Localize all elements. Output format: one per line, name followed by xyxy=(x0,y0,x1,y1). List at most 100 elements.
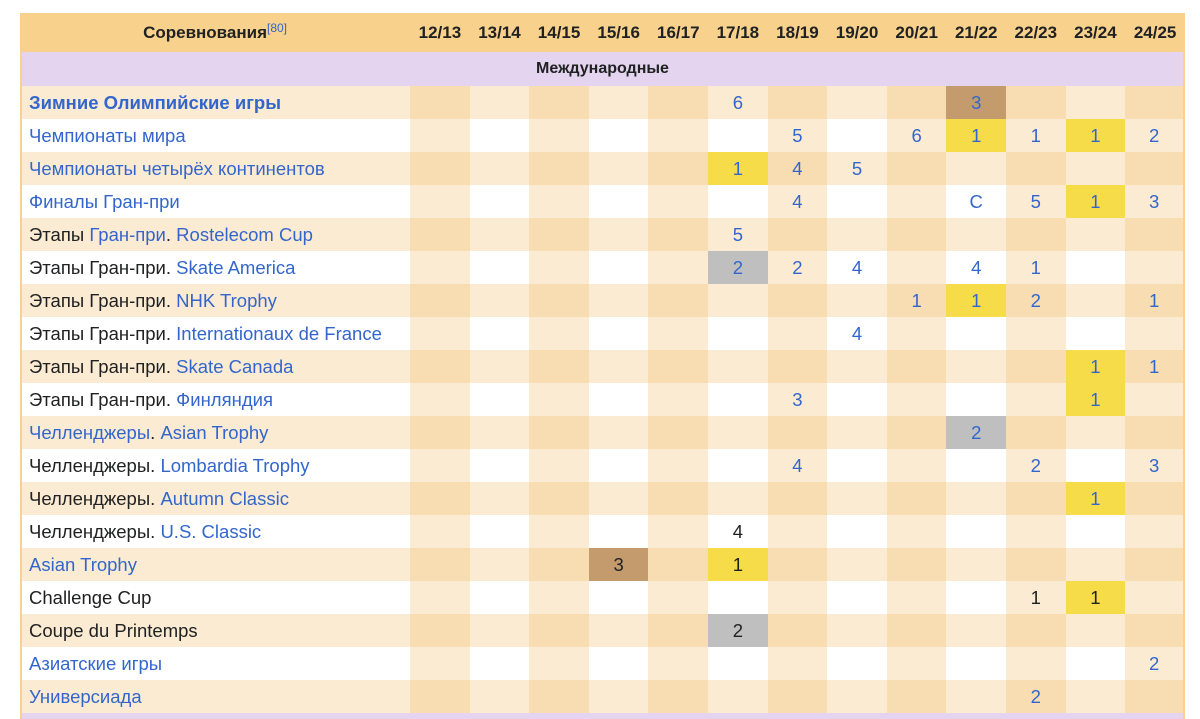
placement-link[interactable]: 3 xyxy=(1148,190,1160,212)
competition-link[interactable]: Skate Canada xyxy=(176,355,294,377)
placement-link[interactable]: 4 xyxy=(792,190,803,212)
placement-link[interactable]: 2 xyxy=(1148,652,1160,674)
competition-link[interactable]: Универсиада xyxy=(29,685,142,707)
result-cell-gold: 1 xyxy=(1065,482,1126,515)
competition-link[interactable]: Internationaux de France xyxy=(176,322,382,344)
empty-result-cell xyxy=(1065,680,1126,713)
empty-result-cell xyxy=(827,86,887,119)
placement-link[interactable]: 1 xyxy=(1030,124,1041,146)
placement-link[interactable]: 6 xyxy=(911,124,922,146)
empty-result-cell xyxy=(410,383,470,416)
competition-link[interactable]: Азиатские игры xyxy=(29,652,163,674)
competition-link[interactable]: Зимние Олимпийские игры xyxy=(29,91,282,113)
result-cell: 4 xyxy=(708,515,768,548)
result-cell: 2 xyxy=(1006,284,1066,317)
empty-result-cell xyxy=(588,152,649,185)
competition-name: Челленджеры. Lombardia Trophy xyxy=(20,449,411,482)
empty-result-cell xyxy=(469,119,530,152)
empty-result-cell xyxy=(827,119,887,152)
empty-result-cell xyxy=(827,482,887,515)
placement-link[interactable]: 4 xyxy=(851,322,863,344)
empty-result-cell xyxy=(529,383,589,416)
result-cell-silver: 2 xyxy=(708,614,768,647)
placement-link[interactable]: 6 xyxy=(732,91,743,113)
competition-row: Челленджеры. Autumn Classic 1 xyxy=(20,482,1185,515)
placement-link[interactable]: 2 xyxy=(971,421,982,443)
empty-result-cell xyxy=(410,416,470,449)
competition-link[interactable]: Autumn Classic xyxy=(160,487,289,509)
empty-result-cell xyxy=(827,449,887,482)
placement-link[interactable]: 2 xyxy=(1030,685,1041,707)
competition-row: Challenge Cup 1 1 xyxy=(20,581,1185,614)
competition-link[interactable]: Asian Trophy xyxy=(29,553,137,575)
empty-result-cell xyxy=(469,350,530,383)
result-cell-gold: 1 xyxy=(708,152,768,185)
placement-link[interactable]: 3 xyxy=(792,388,803,410)
empty-result-cell xyxy=(1006,86,1066,119)
competition-link[interactable]: Asian Trophy xyxy=(160,421,269,443)
empty-result-cell xyxy=(410,251,470,284)
empty-result-cell xyxy=(529,647,589,680)
competition-link[interactable]: Lombardia Trophy xyxy=(160,454,310,476)
placement-link[interactable]: 4 xyxy=(792,157,803,179)
placement-link[interactable]: 1 xyxy=(732,157,743,179)
placement-link[interactable]: 1 xyxy=(1090,124,1101,146)
placement-link[interactable]: 2 xyxy=(792,256,803,278)
empty-result-cell xyxy=(827,350,887,383)
competition-link[interactable]: Финалы Гран-при xyxy=(29,190,180,212)
empty-result-cell xyxy=(946,350,1007,383)
placement-link[interactable]: 1 xyxy=(1090,487,1101,509)
placement-link[interactable]: 1 xyxy=(911,289,922,311)
competition-link[interactable]: Челленджеры xyxy=(29,421,151,443)
placement-link[interactable]: 1 xyxy=(971,289,982,311)
empty-result-cell xyxy=(529,251,589,284)
placement-link[interactable]: 5 xyxy=(1030,190,1041,212)
placement-link[interactable]: 1 xyxy=(1090,388,1101,410)
competition-link[interactable]: Гран-при xyxy=(89,223,166,245)
competition-prefix: Этапы Гран-при. xyxy=(29,289,177,311)
competition-link[interactable]: Финляндия xyxy=(176,388,273,410)
placement-link[interactable]: 4 xyxy=(851,256,863,278)
result-cell-gold: 1 xyxy=(946,119,1007,152)
reference-link[interactable]: [80] xyxy=(267,20,288,35)
placement-link[interactable]: 2 xyxy=(1030,454,1041,476)
placement-link[interactable]: 1 xyxy=(1148,289,1160,311)
placement-link[interactable]: 1 xyxy=(971,124,982,146)
competition-link[interactable]: NHK Trophy xyxy=(176,289,277,311)
empty-result-cell xyxy=(529,581,589,614)
placement-link[interactable]: 1 xyxy=(1030,256,1041,278)
competition-link[interactable]: Rostelecom Cup xyxy=(176,223,313,245)
competition-name: Этапы Гран-при. Финляндия xyxy=(20,383,411,416)
placement-link[interactable]: 2 xyxy=(1148,124,1160,146)
empty-result-cell xyxy=(410,548,470,581)
empty-result-cell xyxy=(946,317,1007,350)
placement-link[interactable]: 5 xyxy=(851,157,863,179)
empty-result-cell xyxy=(886,614,947,647)
competition-link[interactable]: U.S. Classic xyxy=(160,520,262,542)
placement-link[interactable]: 4 xyxy=(971,256,982,278)
placement-link[interactable]: 4 xyxy=(792,454,803,476)
season-header: 15/16 xyxy=(588,13,649,52)
empty-result-cell xyxy=(1125,680,1185,713)
competition-link[interactable]: Чемпионаты мира xyxy=(29,124,186,146)
placement-link[interactable]: 5 xyxy=(732,223,743,245)
placement-link[interactable]: 5 xyxy=(792,124,803,146)
placement-link[interactable]: 3 xyxy=(1148,454,1160,476)
competition-results-table: Соревнования[80] 12/13 13/14 14/15 15/16 16/… xyxy=(20,13,1185,719)
empty-result-cell xyxy=(1006,548,1066,581)
placement-link[interactable]: 1 xyxy=(1090,355,1101,377)
competition-link[interactable]: Чемпионаты четырёх континентов xyxy=(29,157,325,179)
competition-name: Coupe du Printemps xyxy=(20,614,411,647)
empty-result-cell xyxy=(767,284,828,317)
empty-result-cell xyxy=(886,449,947,482)
result-cell: 5 xyxy=(827,152,887,185)
placement-link[interactable]: 1 xyxy=(1090,190,1101,212)
placement-link[interactable]: 1 xyxy=(1148,355,1160,377)
placement-link[interactable]: 3 xyxy=(971,91,982,113)
empty-result-cell xyxy=(1125,317,1185,350)
placement-link[interactable]: 2 xyxy=(732,256,743,278)
placement-link[interactable]: С xyxy=(969,190,983,212)
result-cell: 2 xyxy=(1006,680,1066,713)
placement-link[interactable]: 2 xyxy=(1030,289,1041,311)
competition-link[interactable]: Skate America xyxy=(176,256,296,278)
